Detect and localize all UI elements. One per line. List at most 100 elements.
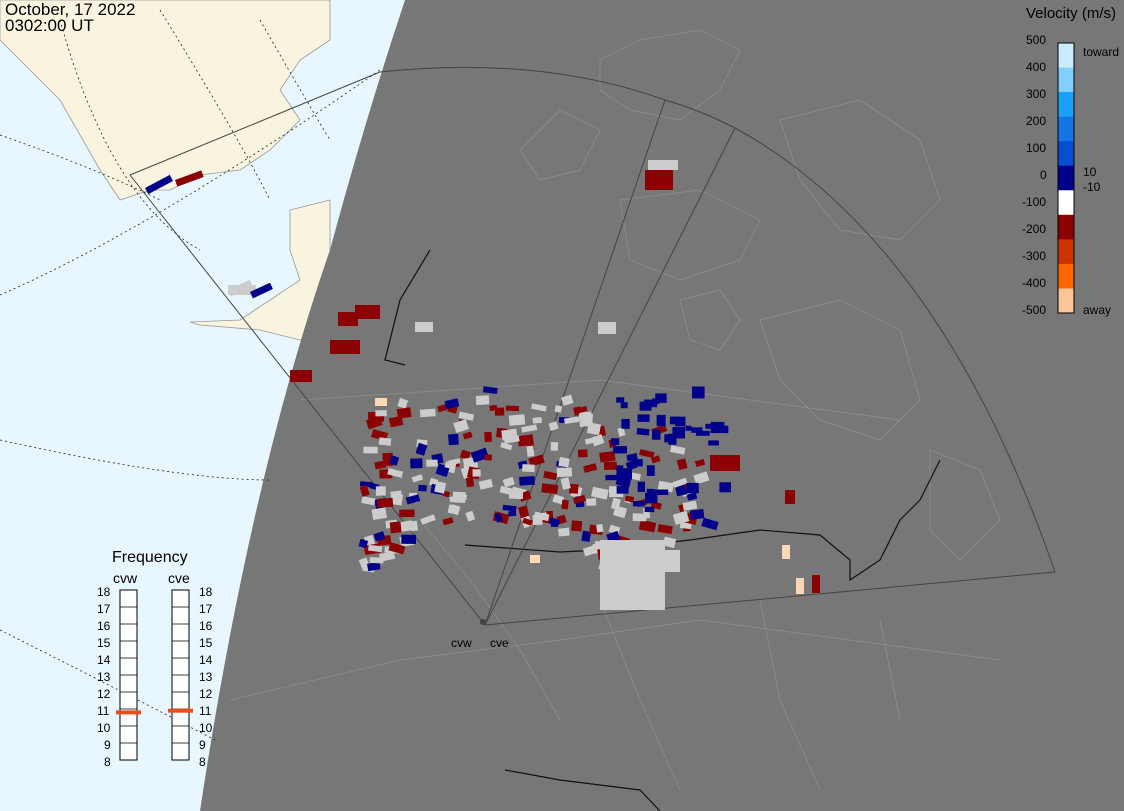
fov-outlines [129, 66, 1056, 626]
frequency-scale-left: 12 [97, 687, 111, 701]
scatter-cell [596, 524, 604, 533]
scatter-cell [552, 494, 565, 505]
scatter-cell [686, 482, 699, 494]
scatter-cell [812, 575, 820, 593]
scatter-cell [660, 550, 680, 572]
scatter-cell [530, 555, 540, 563]
scatter-cell [522, 464, 535, 473]
scatter-cell [579, 411, 593, 424]
frequency-scale-left: 9 [104, 738, 111, 752]
scatter-cell [605, 474, 619, 481]
scatter-cell [719, 482, 731, 493]
frequency-title: Frequency [112, 549, 188, 566]
scatter-cell [528, 454, 545, 467]
scatter-cell [599, 450, 616, 463]
scatter-cell [482, 386, 498, 394]
scatter-cell [710, 455, 740, 471]
velocity-tick-label: 500 [1026, 33, 1047, 47]
frequency-scale-right: 16 [199, 619, 213, 633]
scatter-cell [548, 421, 559, 431]
scatter-cell [676, 458, 688, 471]
scatter-cell [369, 557, 384, 564]
scatter-cell [396, 407, 412, 419]
scatter-cell [500, 442, 513, 451]
frequency-scale-left: 11 [97, 704, 110, 718]
scatter-cell [531, 403, 547, 412]
scatter-cell [411, 474, 424, 483]
scatter-cell [694, 458, 706, 467]
scatter-cell [672, 477, 688, 488]
scatter-cell [371, 507, 387, 520]
scatter-cell [484, 431, 492, 443]
scatter-cell [368, 544, 383, 553]
scatter-cell [577, 449, 588, 458]
radar-site-label-cvw: cvw [451, 636, 472, 650]
scatter-cell [558, 527, 570, 537]
scatter-cell [620, 402, 628, 409]
scatter-cell [373, 531, 386, 542]
scatter-cell [558, 456, 570, 468]
scatter-cell [250, 282, 273, 299]
scatter-cell [652, 429, 661, 440]
scatter-cell [502, 504, 517, 512]
scatter-cell [637, 481, 645, 492]
scatter-cell [465, 510, 476, 522]
scatter-cell [708, 440, 719, 446]
scatter-cell [656, 414, 666, 427]
graticule [0, 9, 381, 741]
frequency-scale-left: 15 [97, 636, 111, 650]
scatter-cell [389, 455, 400, 466]
scatter-cell [522, 517, 533, 526]
colorbar-segment [1058, 263, 1074, 289]
velocity-tick-label: -200 [1022, 222, 1047, 236]
scatter-cell [672, 510, 690, 525]
scatter-cell [470, 447, 490, 463]
scatter-cell [645, 180, 673, 190]
frequency-scale-right: 18 [199, 585, 213, 599]
scatter-cell [591, 486, 609, 500]
colorbar-segment [1058, 67, 1074, 93]
frequency-marker [168, 708, 193, 713]
scatter-cell [494, 407, 505, 416]
scatter-cell [586, 422, 601, 436]
scatter-cell [796, 578, 804, 594]
scatter-cell [645, 170, 673, 180]
scatter-cell [632, 459, 643, 467]
scatter-cell [617, 427, 626, 437]
frequency-scale-right: 11 [199, 704, 212, 718]
velocity-tick-label: 300 [1026, 87, 1047, 101]
scatter-cell [675, 431, 684, 439]
scatter-cell [526, 445, 535, 457]
scatter-cell [638, 519, 657, 533]
scatter-cell [645, 492, 658, 504]
scatter-cell [415, 442, 428, 456]
velocity-away-label: away [1083, 303, 1112, 317]
colorbar-segment [1058, 141, 1074, 167]
scatter-cell [675, 484, 687, 497]
velocity-plus10-label: 10 [1083, 165, 1097, 179]
scatter-cell [489, 404, 498, 411]
scatter-cell [682, 500, 698, 511]
scatter-cell [541, 483, 559, 495]
scatter-cell [785, 490, 795, 504]
scatter-cell [521, 424, 538, 433]
scatter-cell [657, 524, 673, 535]
scatter-cell [355, 305, 380, 319]
scatter-cell [679, 522, 692, 530]
scatter-cell [636, 427, 650, 436]
scatter-cell [556, 467, 573, 478]
timestamp-time: 0302:00 UT [5, 16, 94, 35]
velocity-tick-label: -400 [1022, 276, 1047, 290]
scatter-cell [374, 460, 387, 470]
scatter-cell [586, 498, 597, 506]
scatter-cell [633, 501, 645, 507]
scatter-cell [691, 427, 703, 433]
velocity-minus10-label: -10 [1083, 180, 1101, 194]
scatter-cell [550, 442, 559, 451]
scatter-cell [508, 414, 526, 426]
velocity-tick-label: -300 [1022, 249, 1047, 263]
frequency-scale-left: 13 [97, 670, 111, 684]
scatter-cell [782, 545, 790, 559]
scatter-cell [389, 521, 402, 534]
scatter-cell [655, 393, 667, 403]
